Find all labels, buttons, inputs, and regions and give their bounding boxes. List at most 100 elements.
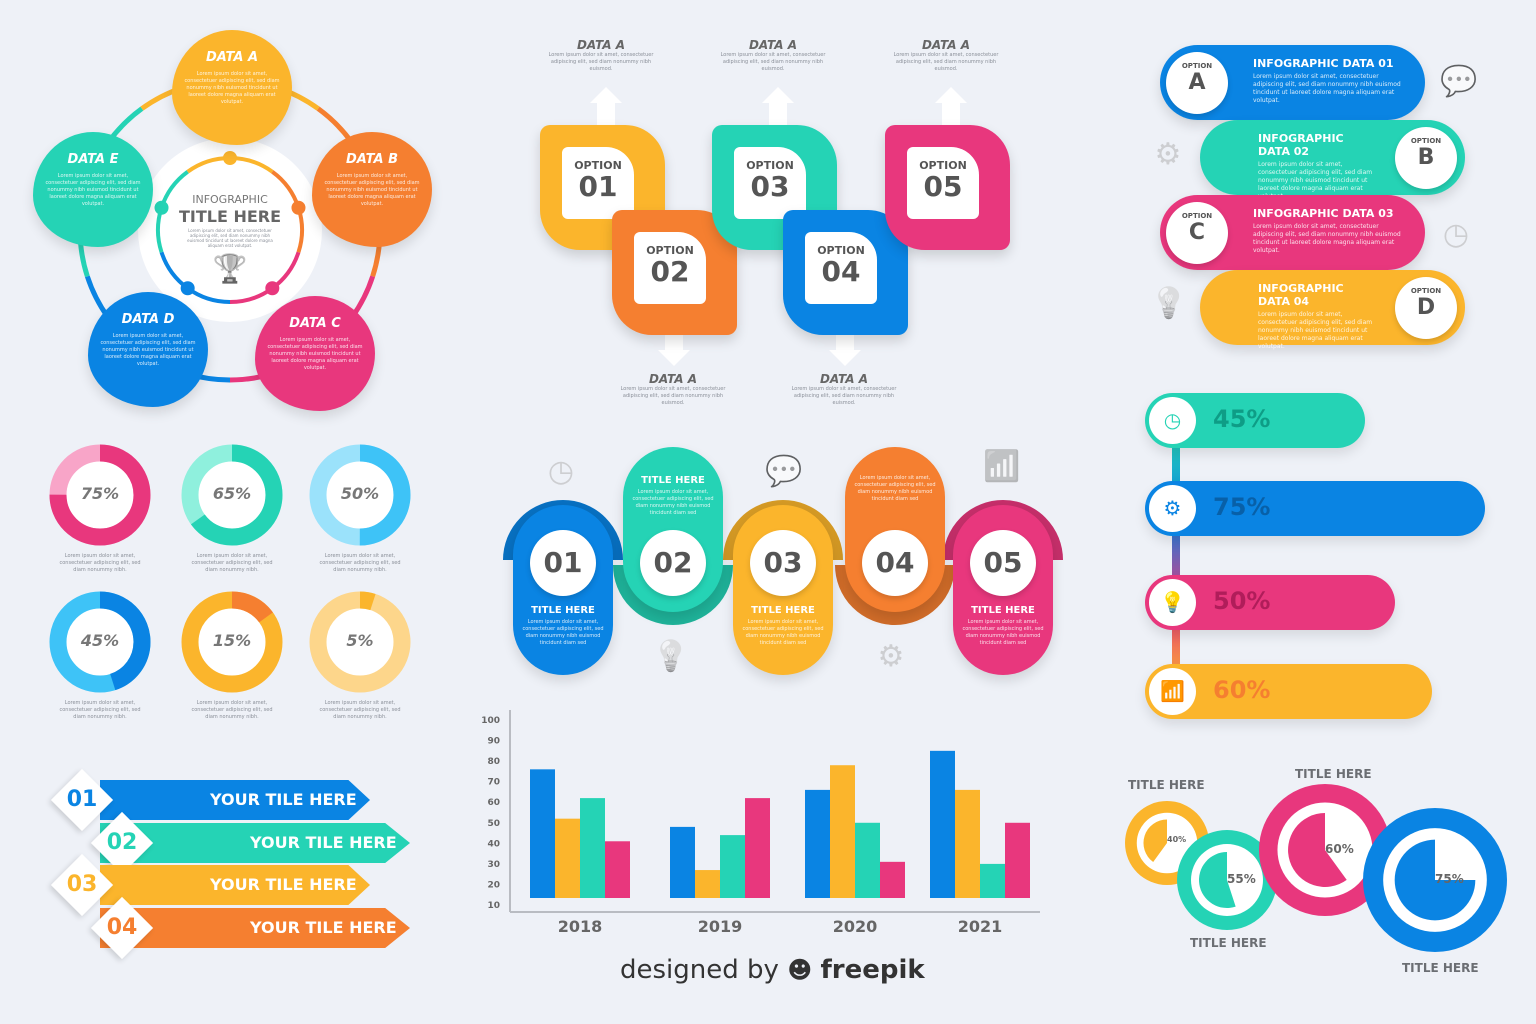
donut-label: 15% (212, 631, 252, 650)
option-number: 04 (821, 255, 861, 288)
arrow-head-icon (590, 87, 622, 103)
step-number: 05 (970, 530, 1036, 596)
info-pill-title: INFOGRAPHIC DATA 01 (1253, 57, 1394, 70)
y-tick-label: 90 (487, 737, 500, 747)
bar-2019-teal (720, 835, 745, 898)
progress-bar-45: ◷ 45% (1145, 393, 1365, 448)
y-tick-label: 70 (487, 778, 500, 788)
bar-2020-teal (855, 822, 880, 898)
y-tick-label: 60 (487, 798, 500, 808)
pie-title: TITLE HERE (1190, 936, 1267, 950)
pie-slice (1143, 819, 1167, 863)
step-text: Lorem ipsum dolor sit amet, consectetuer… (522, 619, 604, 646)
option-data-label: DATA A Lorem ipsum dolor sit amet, consec… (618, 372, 728, 407)
option-word: OPTION (746, 159, 794, 172)
credit: designed by ☻ freepik (620, 955, 925, 985)
data-label-text: Lorem ipsum dolor sit amet, consectetuer… (791, 386, 897, 406)
donut-caption: Lorem ipsum dolor sit amet, consectetuer… (191, 553, 273, 573)
trophy-icon: 🏆 (212, 252, 248, 285)
option-box: OPTION 05 (907, 147, 979, 219)
data-label-text: Lorem ipsum dolor sit amet, consectetuer… (620, 386, 726, 406)
bar-2021-yellow (955, 789, 980, 898)
pie-slice (1394, 839, 1476, 921)
pie-value: 55% (1227, 872, 1256, 886)
ribbon-title[interactable]: YOUR TILE HERE (100, 865, 370, 905)
bar-2019-blue (670, 826, 695, 898)
data-blob-c: DATA C Lorem ipsum dolor sit amet, consec… (255, 296, 375, 411)
option-circle: OPTION C (1166, 202, 1228, 264)
step-text: Lorem ipsum dolor sit amet, consectetuer… (962, 619, 1044, 646)
option-data-label: DATA A Lorem ipsum dolor sit amet, consec… (546, 38, 656, 73)
pie-chart (1177, 830, 1277, 930)
data-label-text: Lorem ipsum dolor sit amet, consectetuer… (893, 52, 999, 72)
donut-value-arc (309, 591, 411, 693)
donut-label: 65% (212, 484, 252, 503)
step-number: 01 (530, 530, 596, 596)
data-label-text: Lorem ipsum dolor sit amet, consectetuer… (720, 52, 826, 72)
option-word: OPTION (919, 159, 967, 172)
ribbon-number: 02 (106, 830, 138, 855)
donut-caption: Lorem ipsum dolor sit amet, consectetuer… (191, 700, 273, 720)
gear-icon: ⚙ (877, 639, 905, 674)
progress-value: 60% (1213, 676, 1271, 704)
step-text: Lorem ipsum dolor sit amet, consectetuer… (854, 475, 936, 502)
progress-value: 45% (1213, 405, 1271, 433)
chart-icon: 📶 (983, 449, 1021, 484)
step-number: 04 (862, 530, 928, 596)
donut-chart (181, 444, 283, 546)
arrow-head-icon (829, 350, 861, 366)
donut-value-arc (49, 591, 151, 693)
y-tick-label: 20 (487, 880, 500, 890)
option-letter: A (1188, 70, 1206, 95)
donut-value-arc (181, 444, 283, 546)
data-label-title: DATA A (576, 38, 626, 52)
pie-title: TITLE HERE (1402, 961, 1479, 975)
data-label-title: DATA A (819, 372, 869, 386)
donut-caption: Lorem ipsum dolor sit amet, consectetuer… (59, 553, 141, 573)
info-pill-title: INFOGRAPHIC DATA 04 (1258, 282, 1344, 308)
y-tick-label: 80 (487, 757, 500, 767)
data-blob-d: DATA D Lorem ipsum dolor sit amet, consec… (88, 292, 208, 407)
ribbon-title[interactable]: YOUR TILE HERE (100, 780, 370, 820)
bar-2019-pink (745, 798, 770, 898)
donut-value-arc (181, 591, 283, 693)
info-pill-text: Lorem ipsum dolor sit amet, consectetuer… (1253, 73, 1401, 104)
arrow-head-icon (658, 350, 690, 366)
lightbulb-icon: 💡 (1150, 286, 1188, 321)
info-pill-title: INFOGRAPHIC DATA 03 (1253, 207, 1394, 220)
option-word: OPTION (1410, 137, 1442, 145)
ring-node (154, 200, 169, 215)
gear-icon: ⚙ (1154, 137, 1182, 172)
data-label-title: DATA A (748, 38, 798, 52)
bar-2021-blue (930, 750, 955, 898)
ring-node (291, 200, 306, 215)
ribbon-number: 03 (66, 872, 98, 897)
donut-chart (49, 444, 151, 546)
pie-value: 40% (1167, 835, 1187, 844)
blob-title: DATA C (289, 316, 341, 331)
ribbon-title[interactable]: YOUR TILE HERE (100, 823, 410, 863)
option-tile-03: OPTION 03 (712, 125, 837, 250)
blob-title: DATA B (346, 152, 398, 167)
x-tick-label: 2018 (558, 917, 603, 936)
pie-chart (1259, 784, 1391, 916)
option-number: 01 (578, 170, 618, 203)
lightbulb-icon: 💡 (1149, 579, 1196, 626)
step-text: Lorem ipsum dolor sit amet, consectetuer… (742, 619, 824, 646)
center-title: TITLE HERE (178, 207, 282, 226)
option-letter: C (1188, 220, 1206, 245)
step-title: TITLE HERE (531, 605, 595, 616)
step-number: 02 (640, 530, 706, 596)
donut-chart (309, 444, 411, 546)
blob-title: DATA A (205, 50, 259, 65)
y-tick-label: 50 (487, 819, 500, 829)
pie-title: TITLE HERE (1128, 778, 1205, 792)
arrow-head-icon (935, 87, 967, 103)
progress-value: 50% (1213, 587, 1271, 615)
option-word: OPTION (574, 159, 622, 172)
bar-2020-yellow (830, 765, 855, 898)
donut-caption: Lorem ipsum dolor sit amet, consectetuer… (59, 700, 141, 720)
donut-value-arc (49, 444, 151, 546)
clock-icon: ◷ (1442, 217, 1470, 252)
option-circle: OPTION B (1395, 127, 1457, 189)
